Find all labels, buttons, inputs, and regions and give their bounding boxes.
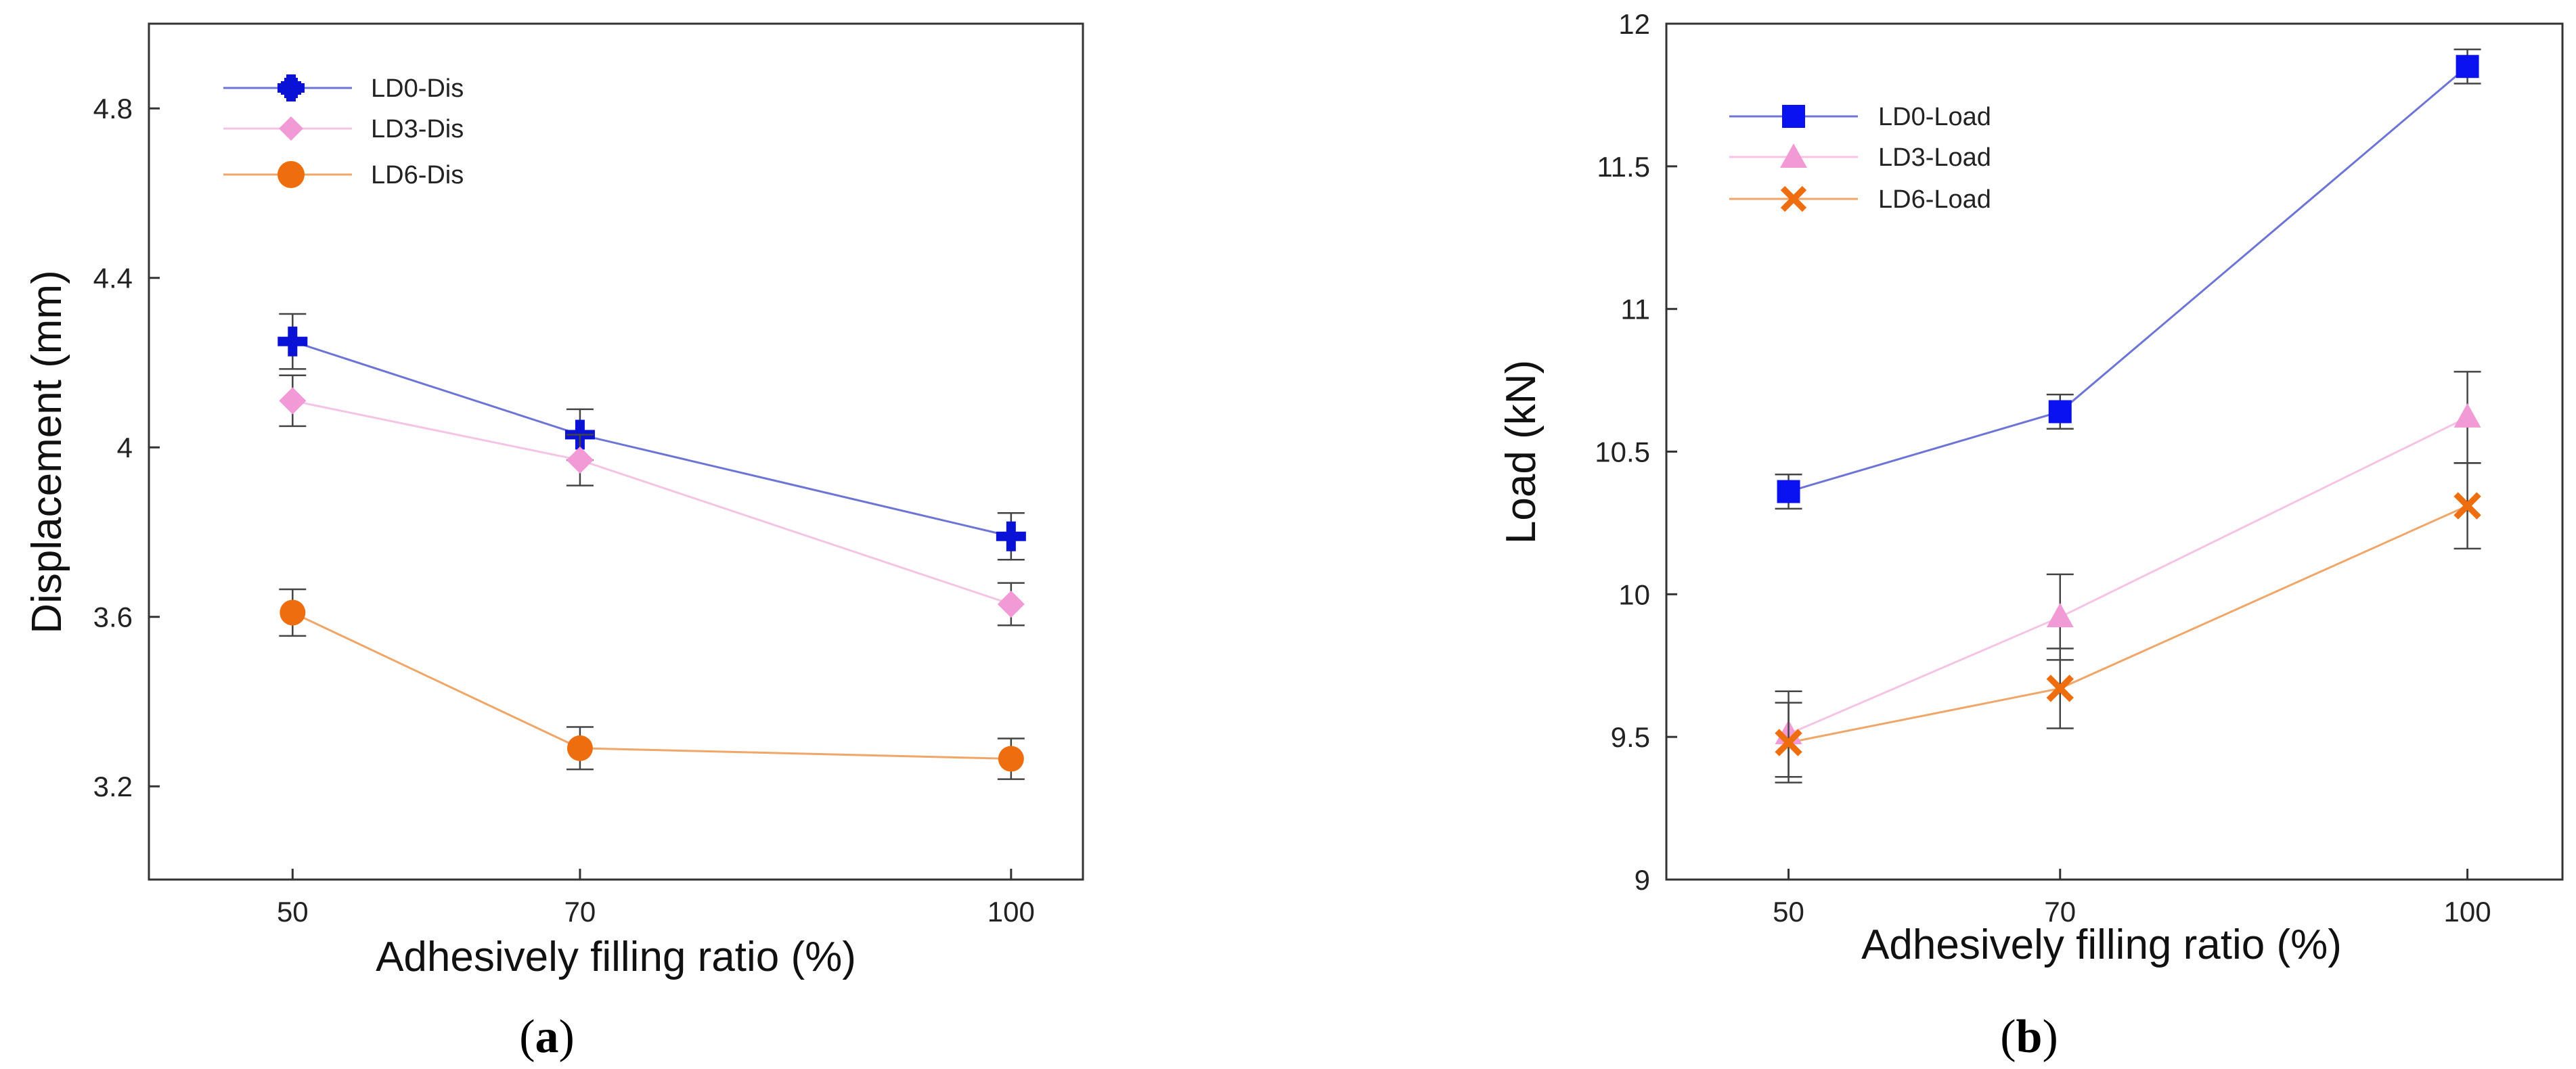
legend-entry-ld0-dis: LD0-Dis bbox=[223, 74, 464, 103]
legend-marker-ld3-load bbox=[1780, 143, 1807, 168]
legend-label-ld3-dis: LD3-Dis bbox=[371, 115, 464, 143]
chart-b-x-ticks: 50 70 100 bbox=[1773, 869, 2491, 928]
legend-entry-ld3-load: LD3-Load bbox=[1729, 143, 1991, 172]
chart-b: 9 9.5 10 10.5 11 11.5 12 50 70 100 LD0-Load LD3-… bbox=[1498, 8, 2564, 1063]
chart-b-panel-letter: b bbox=[2016, 1011, 2043, 1063]
chart-a-panel-letter: a bbox=[535, 1011, 559, 1063]
chart-b-y-tick-label: 10.5 bbox=[1595, 436, 1650, 468]
chart-a-y-axis-title: Displacement (mm) bbox=[24, 270, 70, 633]
chart-b-x-tick-label: 70 bbox=[2044, 896, 2076, 928]
chart-a-y-tick-label: 3.6 bbox=[93, 601, 133, 633]
chart-b-y-tick-label: 9.5 bbox=[1611, 721, 1650, 753]
legend-entry-ld6-load: LD6-Load bbox=[1729, 185, 1991, 214]
chart-a-x-tick-label: 100 bbox=[987, 896, 1035, 928]
data-point-ld0-load bbox=[1777, 480, 1800, 503]
chart-a-series bbox=[277, 313, 1026, 780]
data-point-ld6-dis bbox=[567, 735, 593, 761]
chart-b-y-tick-label: 9 bbox=[1635, 864, 1650, 896]
series-line-ld3-dis bbox=[292, 399, 1012, 606]
data-point-ld6-load bbox=[2046, 675, 2074, 702]
chart-a-y-tick-label: 4.8 bbox=[93, 93, 133, 124]
legend-marker-ld0-dis bbox=[277, 74, 305, 101]
legend-marker-ld0-load bbox=[1782, 105, 1805, 128]
legend-marker-ld6-load bbox=[1780, 185, 1807, 212]
chart-a-y-tick-label: 4.4 bbox=[93, 263, 133, 294]
legend-entry-ld0-load: LD0-Load bbox=[1729, 103, 1991, 131]
chart-a-x-ticks: 50 70 100 bbox=[277, 869, 1035, 928]
data-point-ld3-dis bbox=[997, 590, 1025, 618]
chart-b-y-tick-label: 10 bbox=[1618, 578, 1650, 610]
data-point-ld0-load bbox=[2456, 55, 2479, 78]
chart-a-x-axis-title: Adhesively filling ratio (%) bbox=[376, 934, 856, 980]
data-point-ld3-dis bbox=[566, 447, 594, 474]
legend-label-ld6-dis: LD6-Dis bbox=[371, 161, 464, 189]
chart-a-x-tick-label: 50 bbox=[277, 896, 309, 928]
chart-b-legend: LD0-Load LD3-Load LD6-Load bbox=[1729, 103, 1991, 214]
chart-a-y-ticks: 3.2 3.6 4 4.4 4.8 bbox=[93, 93, 160, 802]
legend-entry-ld3-dis: LD3-Dis bbox=[223, 115, 464, 143]
series-line-ld3-load bbox=[1787, 416, 2468, 735]
chart-b-y-tick-label: 11.5 bbox=[1597, 151, 1650, 183]
data-point-ld3-load bbox=[2046, 603, 2074, 628]
chart-a-legend: LD0-Dis LD3-Dis LD6-Dis bbox=[223, 74, 464, 189]
data-point-ld3-dis bbox=[279, 387, 307, 415]
legend-label-ld3-load: LD3-Load bbox=[1878, 143, 1991, 172]
series-line-ld6-load bbox=[1788, 505, 2468, 744]
chart-b-y-axis-title: Load (kN) bbox=[1498, 360, 1545, 544]
legend-entry-ld6-dis: LD6-Dis bbox=[223, 161, 464, 189]
legend-marker-ld3-dis bbox=[279, 116, 303, 141]
chart-b-y-tick-label: 11 bbox=[1620, 294, 1650, 325]
chart-b-y-tick-label: 12 bbox=[1618, 8, 1650, 40]
data-point-ld3-load bbox=[2453, 403, 2481, 428]
data-point-ld6-load bbox=[2453, 492, 2481, 520]
chart-a: 3.2 3.6 4 4.4 4.8 50 70 100 LD0-Dis LD3-Dis bbox=[24, 22, 1084, 1063]
data-point-ld6-dis bbox=[280, 599, 306, 626]
data-point-ld6-load bbox=[1775, 729, 1802, 756]
legend-label-ld0-dis: LD0-Dis bbox=[371, 74, 464, 103]
legend-marker-ld6-dis bbox=[277, 161, 305, 188]
data-point-ld6-dis bbox=[998, 746, 1024, 772]
series-line-ld6-dis bbox=[292, 612, 1011, 760]
data-point-ld0-dis bbox=[277, 326, 308, 357]
chart-b-series bbox=[1775, 48, 2481, 783]
chart-b-x-tick-label: 50 bbox=[1773, 896, 1804, 928]
chart-a-y-tick-label: 4 bbox=[117, 432, 133, 463]
chart-b-x-axis-title: Adhesively filling ratio (%) bbox=[1861, 922, 2342, 968]
chart-a-panel-label: (a) bbox=[519, 1011, 575, 1063]
chart-a-plot-frame bbox=[148, 22, 1084, 881]
series-line-ld0-dis bbox=[292, 340, 1012, 538]
legend-label-ld6-load: LD6-Load bbox=[1878, 185, 1991, 214]
data-point-ld0-load bbox=[2048, 400, 2072, 424]
chart-b-panel-label: (b) bbox=[2000, 1011, 2058, 1063]
chart-b-y-ticks: 9 9.5 10 10.5 11 11.5 12 bbox=[1595, 8, 1677, 896]
chart-b-x-tick-label: 100 bbox=[2444, 896, 2491, 928]
data-point-ld0-dis bbox=[996, 521, 1026, 551]
legend-label-ld0-load: LD0-Load bbox=[1878, 103, 1991, 131]
chart-a-y-tick-label: 3.2 bbox=[93, 771, 133, 802]
chart-a-x-tick-label: 70 bbox=[564, 896, 596, 928]
